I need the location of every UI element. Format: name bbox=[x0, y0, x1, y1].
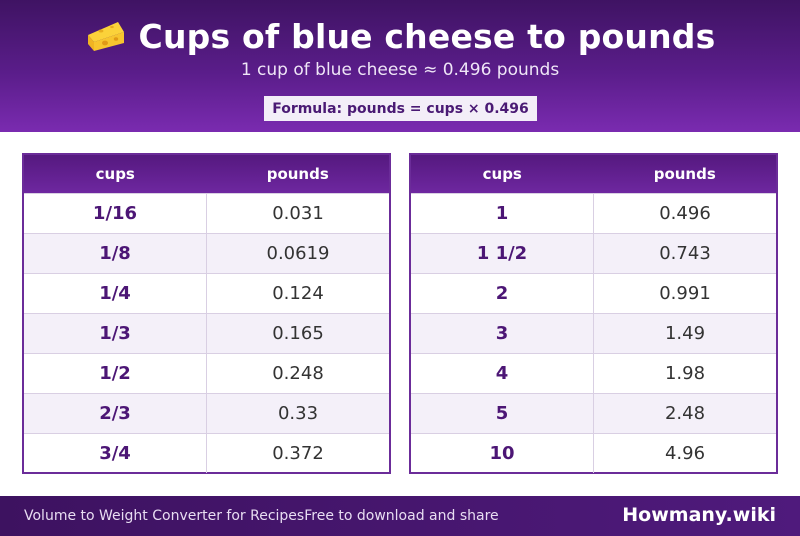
cups-cell: 1 bbox=[411, 194, 594, 233]
table-row: 2/3 0.33 bbox=[24, 393, 389, 433]
pounds-cell: 1.98 bbox=[664, 363, 706, 384]
cups-cell: 1/2 bbox=[24, 354, 207, 393]
table-row: 10 4.96 bbox=[411, 433, 776, 473]
column-header-pounds: pounds bbox=[266, 165, 329, 183]
cups-cell: 1/4 bbox=[24, 274, 207, 313]
pounds-cell: 0.124 bbox=[272, 283, 324, 304]
pounds-cell: 0.165 bbox=[272, 323, 324, 344]
cups-cell: 4 bbox=[411, 354, 594, 393]
footer-description: Volume to Weight Converter for Recipes bbox=[24, 508, 305, 524]
table-row: 3/4 0.372 bbox=[24, 433, 389, 473]
cups-cell: 5 bbox=[411, 394, 594, 433]
table-row: 4 1.98 bbox=[411, 353, 776, 393]
cups-cell: 1/8 bbox=[24, 234, 207, 273]
table-row: 3 1.49 bbox=[411, 313, 776, 353]
pounds-cell: 0.031 bbox=[272, 203, 324, 224]
pounds-cell: 0.33 bbox=[277, 403, 319, 424]
cups-cell: 10 bbox=[411, 434, 594, 473]
cups-cell: 2 bbox=[411, 274, 594, 313]
pounds-cell: 4.96 bbox=[664, 443, 706, 464]
table-row: 1 1/2 0.743 bbox=[411, 233, 776, 273]
pounds-cell: 0.743 bbox=[659, 243, 711, 264]
cups-cell: 3/4 bbox=[24, 434, 207, 473]
footer-bar: Volume to Weight Converter for Recipes F… bbox=[0, 496, 800, 536]
pounds-cell: 2.48 bbox=[664, 403, 706, 424]
table-row: 1/8 0.0619 bbox=[24, 233, 389, 273]
table-row: 5 2.48 bbox=[411, 393, 776, 433]
table-row: 1/16 0.031 bbox=[24, 193, 389, 233]
cups-cell: 2/3 bbox=[24, 394, 207, 433]
pounds-cell: 0.372 bbox=[272, 443, 324, 464]
table-row: 2 0.991 bbox=[411, 273, 776, 313]
table-row: 1/4 0.124 bbox=[24, 273, 389, 313]
column-header-pounds: pounds bbox=[653, 165, 716, 183]
cups-cell: 3 bbox=[411, 314, 594, 353]
page-title: Cups of blue cheese to pounds bbox=[138, 16, 716, 56]
subtitle: 1 cup of blue cheese ≈ 0.496 pounds bbox=[240, 60, 560, 80]
footer-share-note: Free to download and share bbox=[304, 508, 499, 524]
conversion-table-left: cups pounds 1/16 0.031 1/8 0.0619 1/4 0.… bbox=[22, 153, 391, 474]
conversion-table-right: cups pounds 1 0.496 1 1/2 0.743 2 0.991 … bbox=[409, 153, 778, 474]
brand-link[interactable]: Howmany.wiki bbox=[622, 504, 776, 526]
column-header-cups: cups bbox=[482, 165, 522, 183]
pounds-cell: 0.991 bbox=[659, 283, 711, 304]
table-header: cups pounds bbox=[411, 155, 776, 193]
cups-cell: 1 1/2 bbox=[411, 234, 594, 273]
pounds-cell: 1.49 bbox=[664, 323, 706, 344]
pounds-cell: 0.0619 bbox=[266, 243, 330, 264]
cups-cell: 1/16 bbox=[24, 194, 207, 233]
column-header-cups: cups bbox=[95, 165, 135, 183]
cups-cell: 1/3 bbox=[24, 314, 207, 353]
table-row: 1/2 0.248 bbox=[24, 353, 389, 393]
header-banner: Cups of blue cheese to pounds 1 cup of b… bbox=[0, 0, 800, 132]
table-header: cups pounds bbox=[24, 155, 389, 193]
table-row: 1/3 0.165 bbox=[24, 313, 389, 353]
table-row: 1 0.496 bbox=[411, 193, 776, 233]
cheese-icon bbox=[85, 18, 127, 54]
footer-text: Volume to Weight Converter for Recipes F… bbox=[24, 508, 499, 524]
title-row: Cups of blue cheese to pounds bbox=[0, 14, 800, 58]
pounds-cell: 0.248 bbox=[272, 363, 324, 384]
formula-badge: Formula: pounds = cups × 0.496 bbox=[264, 96, 537, 121]
pounds-cell: 0.496 bbox=[659, 203, 711, 224]
